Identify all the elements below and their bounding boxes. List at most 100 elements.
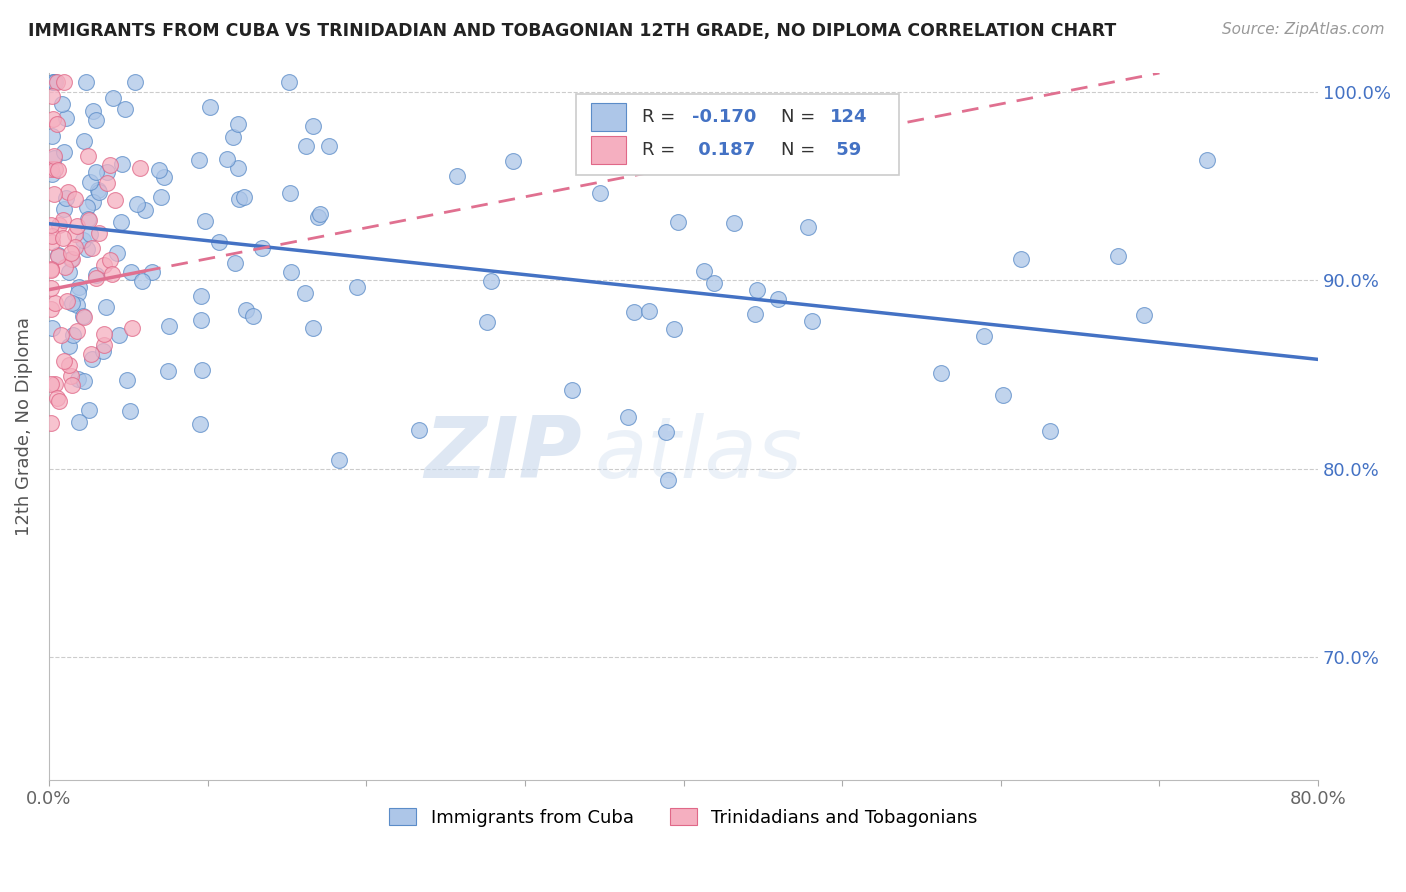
Point (222, 130, 245, 145)
Point (39, 263, 62, 277)
Point (39, 218, 62, 232)
Point (41, 88, 63, 103)
Point (703, 277, 725, 291)
Point (46, 248, 69, 262)
Point (101, 91, 124, 105)
Point (46, 249, 69, 263)
Point (235, 302, 257, 317)
Point (94, 300, 117, 314)
Legend: Immigrants from Cuba, Trinidadians and Tobagonians: Immigrants from Cuba, Trinidadians and T… (382, 801, 986, 834)
Point (208, 235, 231, 250)
Point (479, 274, 502, 288)
Point (302, 321, 325, 335)
Point (76, 200, 98, 214)
Point (991, 388, 1014, 402)
Point (77, 211, 100, 226)
Text: 59: 59 (830, 141, 860, 159)
Point (87, 226, 110, 240)
Point (617, 410, 640, 425)
Point (96, 165, 118, 179)
Point (76, 148, 98, 162)
Point (42, 112, 65, 127)
Point (153, 170, 176, 185)
Text: Source: ZipAtlas.com: Source: ZipAtlas.com (1222, 22, 1385, 37)
Point (117, 373, 139, 387)
Point (408, 423, 430, 437)
Point (41, 228, 63, 243)
Point (52, 75, 75, 89)
Point (75, 75, 97, 89)
Point (125, 197, 148, 211)
Point (318, 139, 340, 153)
Point (62, 296, 84, 310)
Point (98, 158, 121, 172)
Point (666, 215, 689, 229)
Text: 0.187: 0.187 (692, 141, 755, 159)
Point (79, 175, 101, 189)
Point (59, 252, 82, 266)
Point (561, 383, 583, 397)
Point (39, 262, 62, 277)
Point (188, 153, 211, 167)
Point (76, 242, 98, 256)
Point (766, 292, 789, 306)
Point (52, 212, 75, 227)
Point (190, 289, 212, 303)
Point (77, 403, 100, 417)
Point (84, 165, 107, 179)
Point (294, 286, 316, 301)
Point (131, 274, 153, 288)
Point (60, 378, 83, 392)
Y-axis label: 12th Grade, No Diploma: 12th Grade, No Diploma (15, 317, 32, 536)
Point (48, 394, 70, 409)
Point (693, 264, 716, 278)
Point (110, 214, 132, 228)
Point (65, 297, 87, 311)
Point (309, 207, 332, 221)
Point (114, 102, 136, 116)
Point (44, 295, 66, 310)
Point (662, 322, 685, 336)
Point (41, 128, 63, 143)
Point (105, 245, 128, 260)
Point (44, 186, 66, 201)
Text: 124: 124 (830, 108, 868, 126)
Point (93, 327, 115, 342)
Point (41, 167, 63, 181)
Point (277, 75, 299, 89)
Point (84, 271, 107, 285)
Point (39, 302, 62, 317)
Text: R =: R = (641, 141, 681, 159)
Point (215, 153, 238, 167)
Point (53, 260, 76, 275)
Point (80, 347, 103, 361)
Point (93, 258, 115, 272)
Point (124, 75, 146, 89)
Point (55, 111, 77, 125)
Point (1038, 424, 1060, 438)
Point (307, 210, 329, 224)
Point (87, 183, 110, 197)
Text: N =: N = (782, 141, 821, 159)
Point (118, 403, 141, 417)
Point (744, 307, 766, 321)
Point (73, 134, 96, 148)
Point (73, 310, 96, 324)
Point (58, 339, 80, 353)
Point (67, 415, 90, 429)
Point (39, 162, 62, 177)
Point (623, 304, 645, 318)
FancyBboxPatch shape (575, 95, 900, 176)
Point (44, 377, 66, 392)
Point (44, 162, 66, 177)
Point (80, 352, 103, 367)
Point (44, 75, 66, 89)
Point (63, 240, 86, 254)
Point (446, 169, 468, 183)
Point (108, 328, 131, 343)
Point (67, 279, 90, 293)
Point (502, 153, 524, 168)
Point (101, 267, 124, 281)
Point (52, 231, 75, 245)
Point (1107, 249, 1129, 263)
